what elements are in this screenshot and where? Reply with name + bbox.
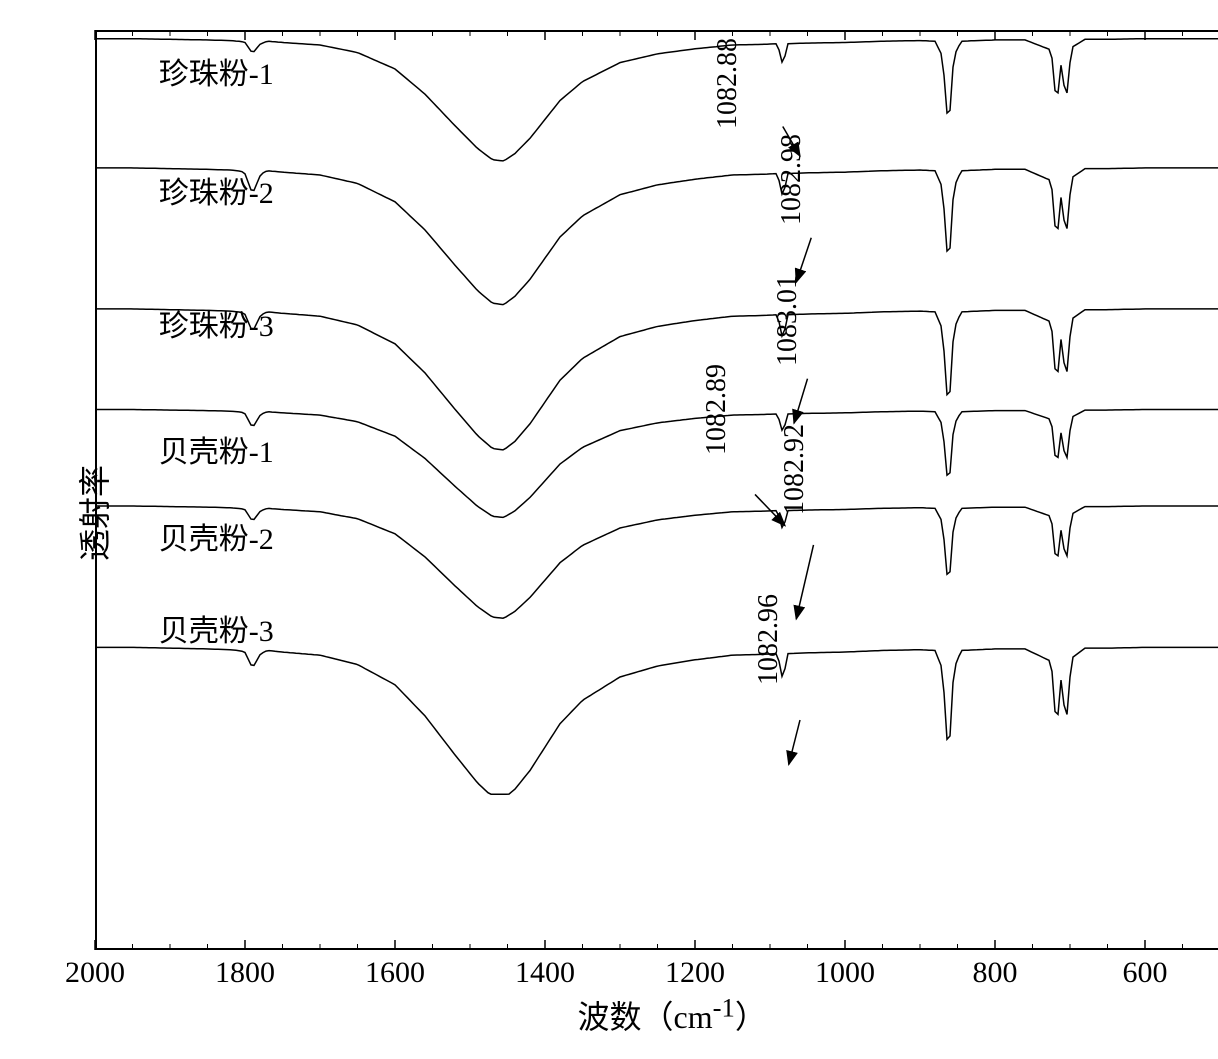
curve-label: 贝壳粉-3 — [159, 606, 274, 650]
y-axis-label: 透射率 — [70, 465, 116, 561]
x-tick-label: 1200 — [665, 956, 725, 990]
x-tick-label: 800 — [973, 956, 1018, 990]
ftir-chart: 透射率 波数（cm-1） 2000 1800 1600 1400 1200 1000 800… — [20, 20, 1218, 1039]
curve-label: 珍珠粉-2 — [159, 168, 274, 212]
x-tick-label: 1800 — [215, 956, 275, 990]
peak-annotation: 1082.88 — [712, 38, 744, 129]
x-tick-label: 1400 — [515, 956, 575, 990]
x-tick-label: 2000 — [65, 956, 125, 990]
peak-annotation: 1082.96 — [753, 594, 785, 685]
curve-label: 贝壳粉-2 — [159, 514, 274, 558]
peak-annotation: 1082.98 — [776, 134, 808, 225]
curve-label: 珍珠粉-1 — [159, 49, 274, 93]
x-tick-label: 1600 — [365, 956, 425, 990]
x-axis-label-close: ） — [735, 999, 767, 1035]
peak-annotation: 1083.01 — [772, 275, 804, 366]
x-axis-label-sup: -1 — [713, 992, 735, 1022]
x-axis-label: 波数（cm-1） — [578, 992, 767, 1038]
curve-label: 贝壳粉-1 — [159, 427, 274, 471]
curve-label: 珍珠粉-3 — [159, 301, 274, 345]
x-tick-label: 1000 — [815, 956, 875, 990]
x-tick-label: 600 — [1123, 956, 1168, 990]
peak-annotation: 1082.89 — [701, 364, 733, 455]
x-axis-label-text: 波数（cm — [578, 999, 713, 1035]
peak-annotation: 1082.92 — [779, 424, 811, 515]
